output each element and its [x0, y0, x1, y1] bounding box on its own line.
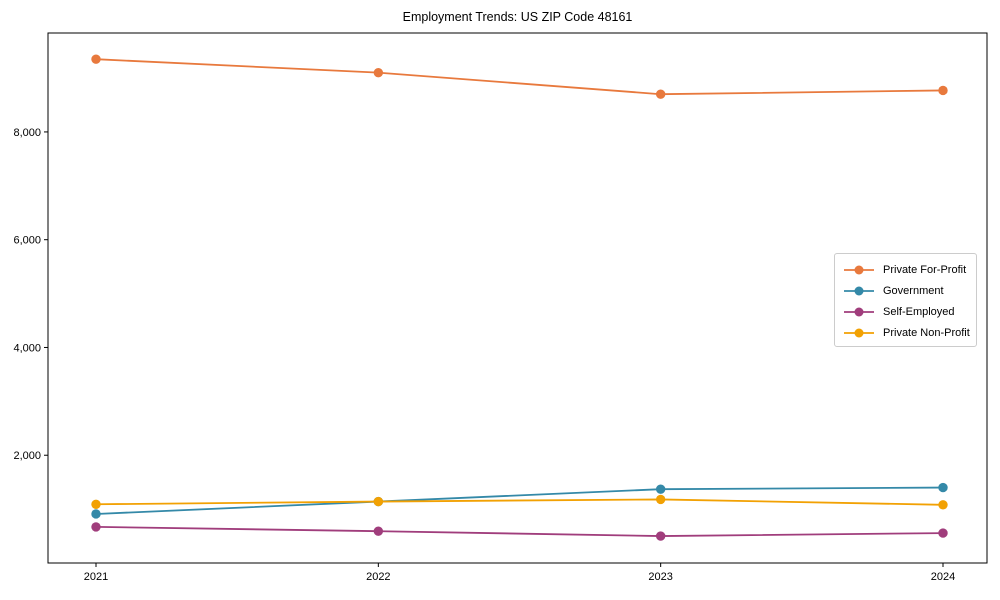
legend-swatch-icon: [844, 307, 874, 316]
data-point-marker: [91, 522, 101, 532]
legend-marker-icon: [854, 307, 864, 316]
plot-frame: [47, 32, 988, 564]
legend-item: Private Non-Profit: [842, 322, 976, 343]
legend-swatch-icon: [844, 328, 874, 337]
data-point-marker: [655, 531, 666, 541]
series-line: [95, 498, 944, 506]
x-axis-tick-label: 2023: [648, 571, 672, 583]
legend-marker-icon: [854, 286, 864, 295]
x-axis-tick-label: 2022: [366, 571, 390, 583]
legend-marker-icon: [854, 265, 864, 274]
legend-swatch-icon: [844, 286, 874, 295]
series-line: [95, 58, 944, 96]
chart-title: Employment Trends: US ZIP Code 48161: [402, 10, 633, 24]
legend-item-label: Government: [883, 284, 944, 297]
data-point-marker: [91, 499, 101, 509]
data-point-marker: [938, 482, 948, 493]
data-point-marker: [655, 484, 666, 494]
series-line: [95, 525, 944, 537]
data-point-marker: [91, 54, 101, 64]
legend-item-label: Self-Employed: [883, 305, 955, 318]
legend-item: Government: [842, 280, 976, 301]
legend-item: Private For-Profit: [842, 259, 976, 280]
x-axis-tick-label: 2021: [84, 571, 108, 583]
data-point-marker: [655, 89, 666, 99]
legend-item-label: Private For-Profit: [883, 263, 967, 276]
y-axis-tick-label: 8,000: [13, 127, 41, 139]
data-point-marker: [655, 494, 666, 505]
data-point-marker: [373, 496, 384, 507]
data-point-marker: [91, 509, 101, 519]
series-line: [95, 486, 944, 515]
y-axis-tick-label: 4,000: [13, 342, 41, 354]
data-point-marker: [938, 500, 948, 510]
y-axis-tick-label: 6,000: [13, 235, 41, 247]
data-point-marker: [373, 526, 384, 536]
data-point-marker: [373, 67, 384, 78]
legend-item-label: Private Non-Profit: [883, 326, 970, 339]
x-axis-tick-label: 2024: [931, 571, 955, 583]
legend-marker-icon: [854, 328, 864, 337]
y-axis-tick-label: 2,000: [13, 450, 41, 462]
data-point-marker: [938, 85, 948, 96]
legend-swatch-icon: [844, 265, 874, 274]
data-point-marker: [938, 528, 948, 538]
legend: Private For-Profit Government Self-Employe…: [834, 253, 977, 347]
legend-item: Self-Employed: [842, 301, 976, 322]
